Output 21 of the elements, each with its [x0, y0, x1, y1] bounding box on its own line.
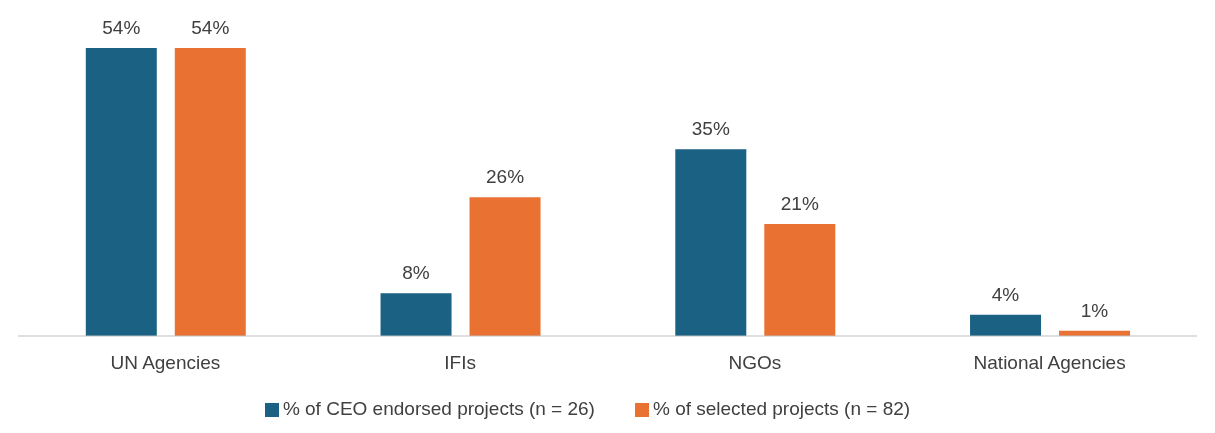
bar: [675, 149, 747, 336]
data-label: 21%: [780, 193, 819, 214]
legend-label: % of selected projects (n = 82): [652, 398, 911, 419]
bar: [85, 48, 157, 336]
bar: [970, 314, 1042, 336]
data-label: 35%: [691, 118, 730, 140]
x-tick-label: IFIs: [444, 352, 476, 374]
x-tick-label: UN Agencies: [110, 352, 221, 374]
data-label: 8%: [402, 262, 430, 284]
x-tick-label: National Agencies: [973, 352, 1126, 374]
x-tick-label: NGOs: [728, 352, 782, 374]
bar: [174, 48, 246, 336]
data-label: 26%: [486, 166, 525, 188]
bar: [380, 293, 452, 336]
data-label: 54%: [102, 17, 141, 38]
data-label: 54%: [191, 17, 230, 38]
data-label: 4%: [991, 283, 1020, 305]
bar: [469, 197, 541, 336]
bar: [764, 224, 836, 336]
data-label: 1%: [1080, 299, 1109, 321]
legend-label: % of CEO endorsed projects (n = 26): [282, 398, 595, 419]
